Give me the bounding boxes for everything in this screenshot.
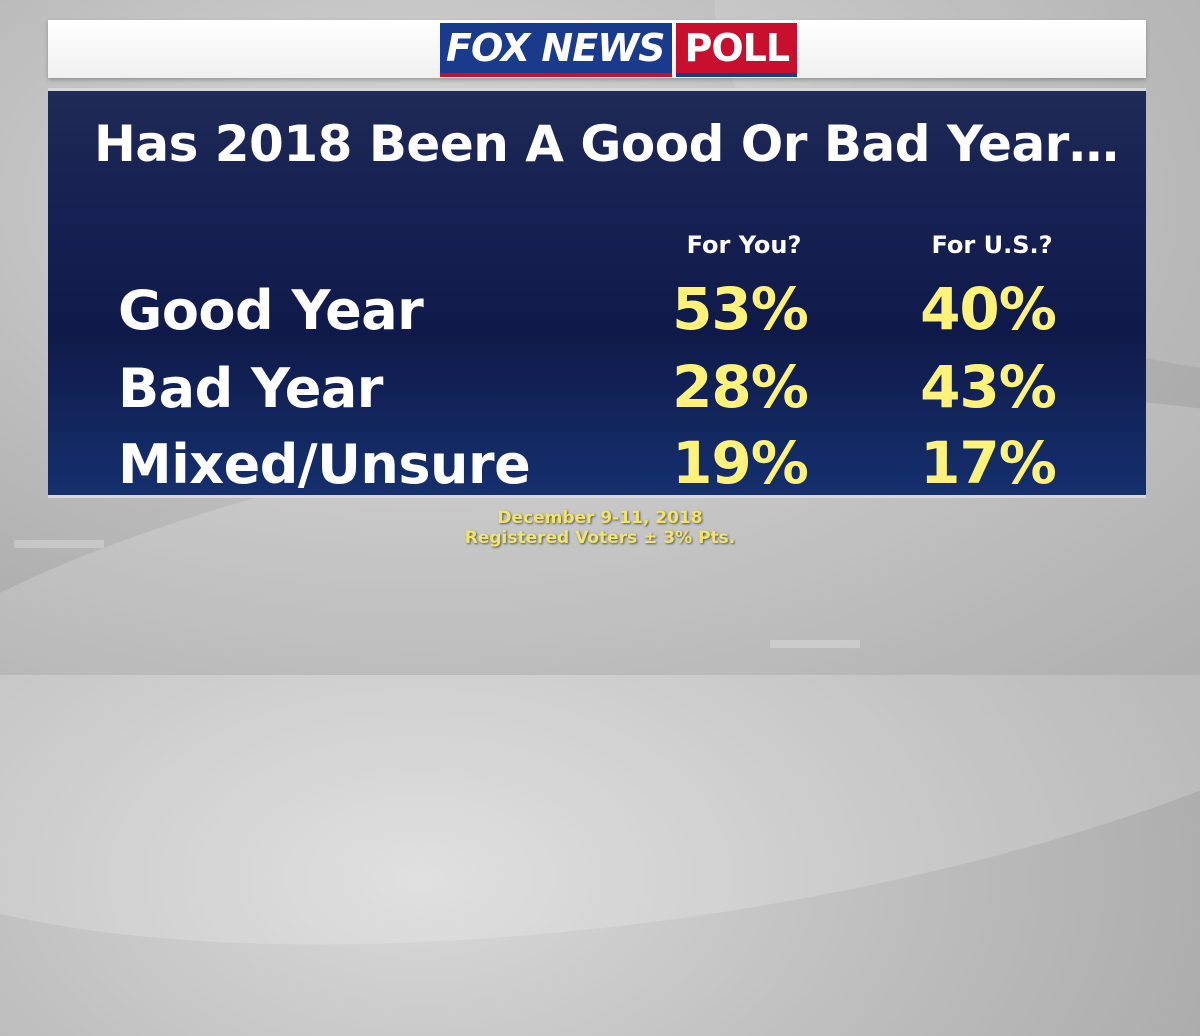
row-label-mixed-unsure: Mixed/Unsure — [118, 433, 531, 496]
background-decoration — [14, 540, 104, 548]
logo-poll: POLL — [676, 23, 798, 77]
poll-panel: Has 2018 Been A Good Or Bad Year… For Yo… — [48, 88, 1146, 498]
row-label-bad-year: Bad Year — [118, 357, 383, 420]
column-header-for-you: For You? — [686, 231, 802, 259]
value-good-year-for-us: 40% — [920, 275, 1057, 343]
poll-date: December 9-11, 2018 — [497, 508, 703, 528]
poll-sample: Registered Voters ± 3% Pts. — [464, 528, 736, 548]
column-header-for-us: For U.S.? — [931, 231, 1053, 259]
value-bad-year-for-you: 28% — [672, 353, 809, 421]
value-bad-year-for-us: 43% — [920, 353, 1057, 421]
row-label-good-year: Good Year — [118, 279, 424, 342]
value-good-year-for-you: 53% — [672, 275, 809, 343]
background-decoration — [770, 640, 860, 648]
value-mixed-unsure-for-us: 17% — [920, 429, 1057, 497]
poll-footer: December 9-11, 2018 Registered Voters ± … — [0, 508, 1200, 548]
header-bar: FOX NEWS POLL — [48, 20, 1146, 78]
poll-title: Has 2018 Been A Good Or Bad Year… — [94, 115, 1119, 173]
value-mixed-unsure-for-you: 19% — [672, 429, 809, 497]
fox-news-poll-logo: FOX NEWS POLL — [440, 23, 798, 77]
logo-fox-news: FOX NEWS — [440, 23, 673, 77]
